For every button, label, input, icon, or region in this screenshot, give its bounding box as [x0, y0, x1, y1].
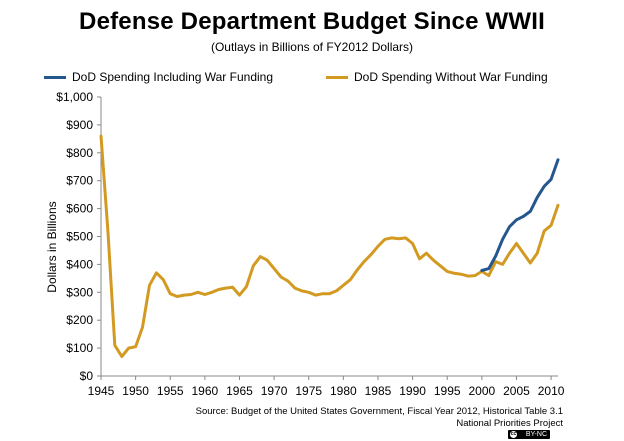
legend-label-without-war: DoD Spending Without War Funding — [354, 70, 548, 84]
y-tick-label: $0 — [80, 369, 94, 383]
legend-item-without-war: DoD Spending Without War Funding — [326, 70, 548, 84]
cc-license-badge[interactable]: cc BY-NC — [508, 430, 550, 439]
y-tick-label: $200 — [66, 313, 93, 327]
y-tick-label: $300 — [66, 285, 93, 299]
chart-title: Defense Department Budget Since WWII — [79, 8, 545, 35]
source-line: Source: Budget of the United States Gove… — [195, 406, 563, 417]
legend-swatch-with-war — [44, 75, 66, 79]
y-tick-label: $1,000 — [56, 90, 93, 104]
legend-item-with-war: DoD Spending Including War Funding — [44, 70, 273, 84]
x-tick-label: 1975 — [295, 384, 322, 398]
x-tick-label: 1950 — [122, 384, 149, 398]
y-tick-label: $500 — [66, 230, 93, 244]
x-tick-label: 1985 — [365, 384, 392, 398]
cc-license-text: BY-NC — [525, 431, 547, 438]
x-tick-label: 1955 — [157, 384, 184, 398]
y-tick-label: $600 — [66, 202, 93, 216]
credit-line: National Priorities Project — [456, 418, 563, 429]
source-note: Source: Budget of the United States Gove… — [196, 406, 563, 430]
y-tick-label: $800 — [66, 146, 93, 160]
cc-icon: cc — [510, 431, 517, 438]
x-tick-label: 1970 — [261, 384, 288, 398]
series-line-with-war — [480, 158, 560, 272]
y-tick-label: $700 — [66, 174, 93, 188]
chart-subtitle: (Outlays in Billions of FY2012 Dollars) — [210, 40, 414, 54]
y-tick-label: $400 — [66, 257, 93, 271]
x-tick-label: 1990 — [399, 384, 426, 398]
y-tick-label: $100 — [66, 341, 93, 355]
x-tick-label: 1945 — [88, 384, 115, 398]
legend-swatch-without-war — [326, 75, 348, 79]
x-tick-label: 1965 — [226, 384, 253, 398]
x-tick-label: 1980 — [330, 384, 357, 398]
x-tick-label: 2005 — [503, 384, 530, 398]
x-tick-label: 1995 — [434, 384, 461, 398]
legend: DoD Spending Including War Funding DoD S… — [44, 70, 604, 88]
x-tick-label: 1960 — [192, 384, 219, 398]
x-tick-label: 2000 — [468, 384, 495, 398]
y-tick-label: $900 — [66, 118, 93, 132]
legend-label-with-war: DoD Spending Including War Funding — [72, 70, 274, 84]
x-tick-label: 2010 — [538, 384, 565, 398]
series-line-without-war — [99, 134, 560, 358]
